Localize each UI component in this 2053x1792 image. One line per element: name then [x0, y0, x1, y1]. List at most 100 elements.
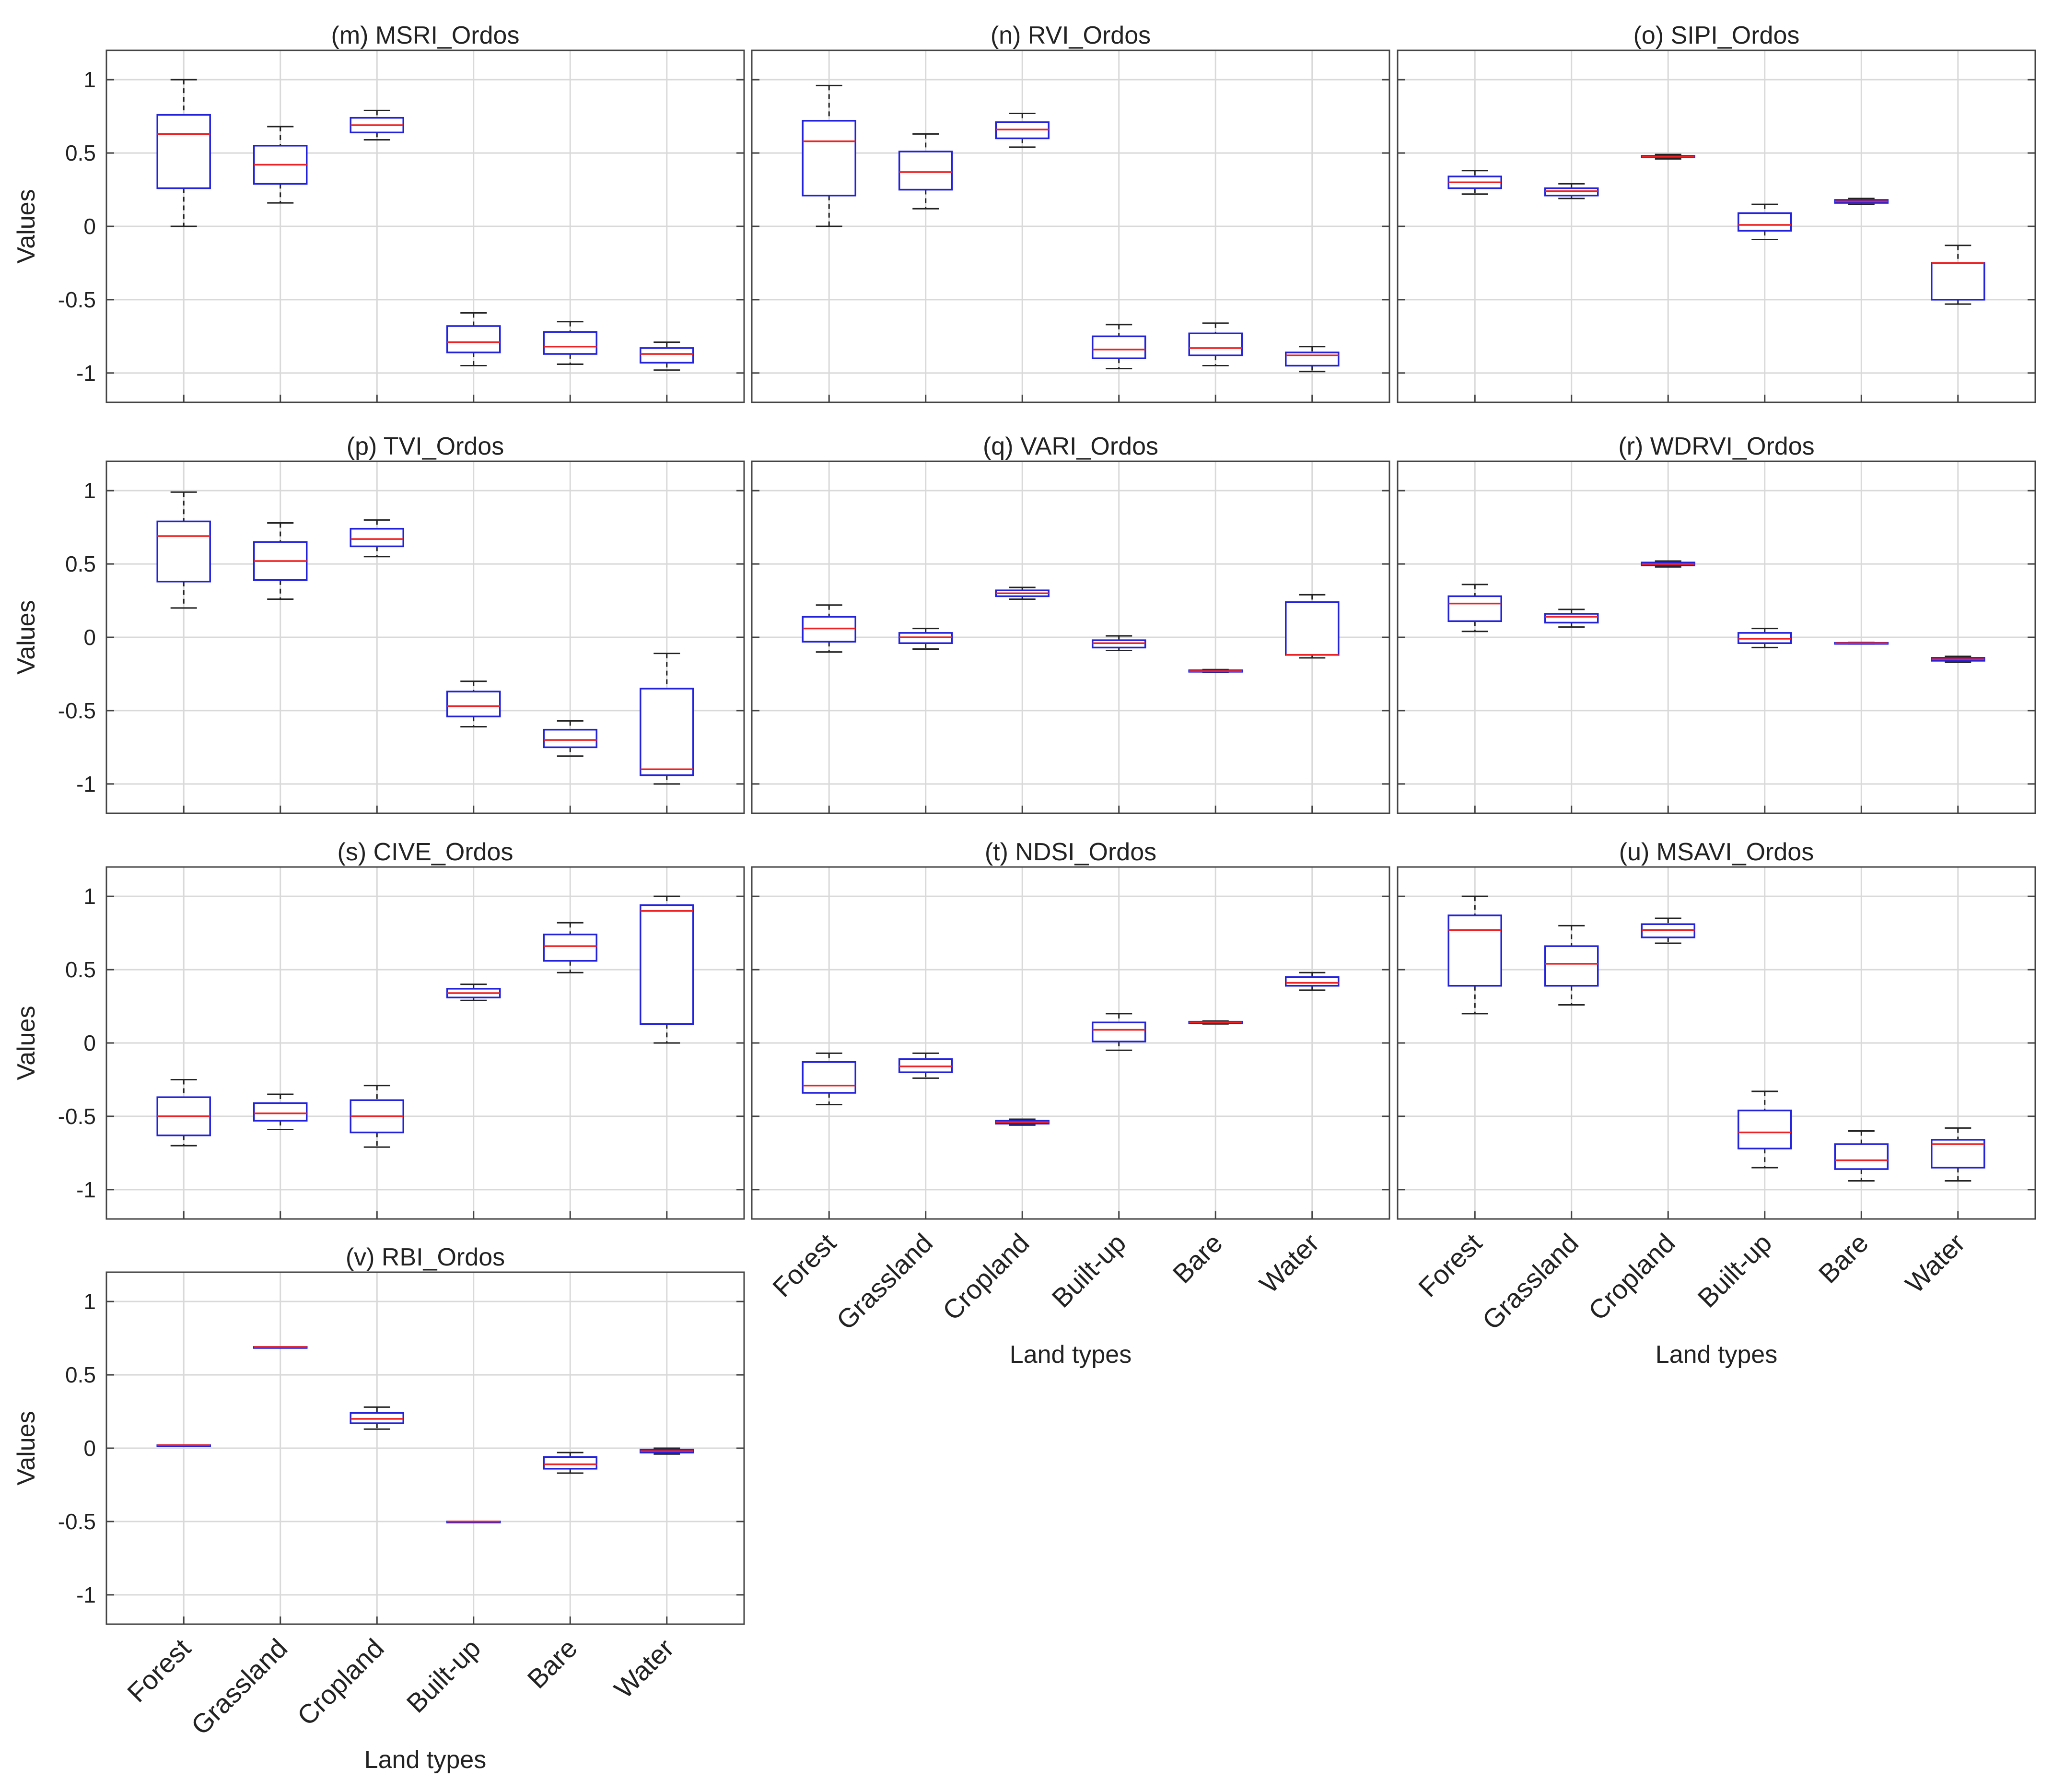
x-axis-label: Land types [1656, 1341, 1777, 1369]
box-grassland [253, 1346, 308, 1349]
panel-title: (q) VARI_Ordos [983, 433, 1158, 460]
box-water [1285, 346, 1340, 373]
box-water [640, 1447, 694, 1455]
box-grassland [898, 628, 953, 650]
box-grassland [253, 1093, 308, 1130]
box-forest [1447, 895, 1502, 1015]
x-tick-label: Bare [1813, 1228, 1874, 1289]
box-bare [543, 922, 598, 973]
panel-2: (n) RVI_Ordos [751, 22, 1390, 403]
box-water [640, 895, 694, 1044]
iqr-box [1738, 1109, 1792, 1149]
panel-3: (o) SIPI_Ordos [1397, 22, 2036, 403]
iqr-box [543, 728, 598, 749]
box-built-up [446, 1521, 501, 1523]
y-tick-label: 0 [83, 214, 96, 239]
x-tick-label: Built-up [400, 1633, 486, 1719]
box-forest [802, 84, 856, 227]
y-tick-label: -1 [76, 1177, 96, 1202]
panel-title: (o) SIPI_Ordos [1633, 22, 1800, 49]
box-built-up [446, 680, 501, 728]
box-cropland [1641, 560, 1695, 568]
box-water [640, 341, 694, 371]
box-forest [156, 1078, 211, 1147]
y-tick-label: -0.5 [58, 1104, 96, 1129]
iqr-box [1285, 601, 1340, 656]
y-tick-label: -1 [76, 361, 96, 386]
y-tick-label: 1 [83, 67, 96, 92]
panel-10: 1 0.5 0 -0.5 -1 (v) RBI_Ordos Values ForestGras… [12, 1243, 745, 1774]
iqr-box [543, 1456, 598, 1470]
iqr-box [446, 325, 501, 353]
box-bare [1188, 1020, 1243, 1025]
x-axis-label: Land types [364, 1746, 486, 1774]
box-bare [1834, 198, 1889, 205]
iqr-box [446, 691, 501, 717]
box-grassland [1544, 925, 1599, 1006]
panel-title: (r) WDRVI_Ordos [1618, 433, 1814, 460]
box-water [640, 653, 694, 785]
iqr-box [1285, 351, 1340, 367]
iqr-box [802, 120, 856, 197]
y-tick-label: 0 [83, 1031, 96, 1055]
x-tick-label: Grassland [830, 1228, 938, 1335]
x-tick-label: Forest [767, 1228, 842, 1303]
iqr-box [1834, 1143, 1889, 1170]
box-grassland [898, 1052, 953, 1079]
iqr-box [1447, 914, 1502, 987]
y-tick-label: 0.5 [65, 141, 96, 165]
box-water [1931, 245, 1985, 305]
box-built-up [1738, 628, 1792, 648]
box-built-up [446, 984, 501, 1001]
box-grassland [1544, 183, 1599, 199]
box-built-up [446, 312, 501, 367]
box-bare [1188, 668, 1243, 673]
panel-title: (t) NDSI_Ordos [985, 838, 1156, 866]
box-bare [543, 1452, 598, 1474]
y-axis-label: Values [12, 1411, 40, 1485]
panel-title: (v) RBI_Ordos [346, 1243, 505, 1271]
box-grassland [253, 522, 308, 600]
iqr-box [1092, 335, 1146, 359]
iqr-box [543, 933, 598, 962]
y-tick-label: 0.5 [65, 551, 96, 576]
box-water [1931, 1127, 1985, 1182]
panel-4: 1 0.5 0 -0.5 -1 (p) TVI_Ordos Values [12, 433, 745, 814]
panel-title: (u) MSAVI_Ordos [1619, 838, 1814, 866]
x-tick-label: Water [1254, 1228, 1325, 1299]
x-axis-label: Land types [1010, 1341, 1131, 1369]
panel-6: (r) WDRVI_Ordos [1397, 433, 2036, 814]
box-bare [543, 720, 598, 757]
box-bare [1834, 1130, 1889, 1182]
x-tick-label: Grassland [1476, 1228, 1584, 1335]
box-forest [156, 491, 211, 609]
iqr-box [1285, 976, 1340, 987]
y-tick-label: 1 [83, 1289, 96, 1314]
box-built-up [1092, 324, 1146, 370]
y-tick-label: -0.5 [58, 698, 96, 723]
box-cropland [350, 109, 404, 141]
y-axis-label: Values [12, 1006, 40, 1080]
y-tick-label: 0.5 [65, 1362, 96, 1387]
x-tick-label: Bare [1167, 1228, 1228, 1289]
box-forest [802, 604, 856, 653]
box-forest [1447, 584, 1502, 632]
iqr-box [1931, 262, 1985, 301]
x-tick-label: Bare [522, 1633, 583, 1694]
box-built-up [1092, 635, 1146, 652]
box-water [1931, 656, 1985, 663]
x-tick-label: Water [1900, 1228, 1971, 1299]
panel-1: 1 0.5 0 -0.5 -1 (m) MSRI_Ordos Values [12, 22, 745, 403]
box-built-up [1738, 1090, 1792, 1169]
box-cropland [995, 1118, 1050, 1126]
iqr-box [640, 904, 694, 1025]
box-grassland [898, 133, 953, 210]
iqr-box [802, 1061, 856, 1094]
box-forest [156, 1444, 211, 1447]
iqr-box [640, 688, 694, 776]
box-built-up [1092, 1013, 1146, 1051]
box-cropland [350, 1085, 404, 1148]
y-axis-label: Values [12, 189, 40, 263]
panel-title: (p) TVI_Ordos [347, 433, 504, 460]
